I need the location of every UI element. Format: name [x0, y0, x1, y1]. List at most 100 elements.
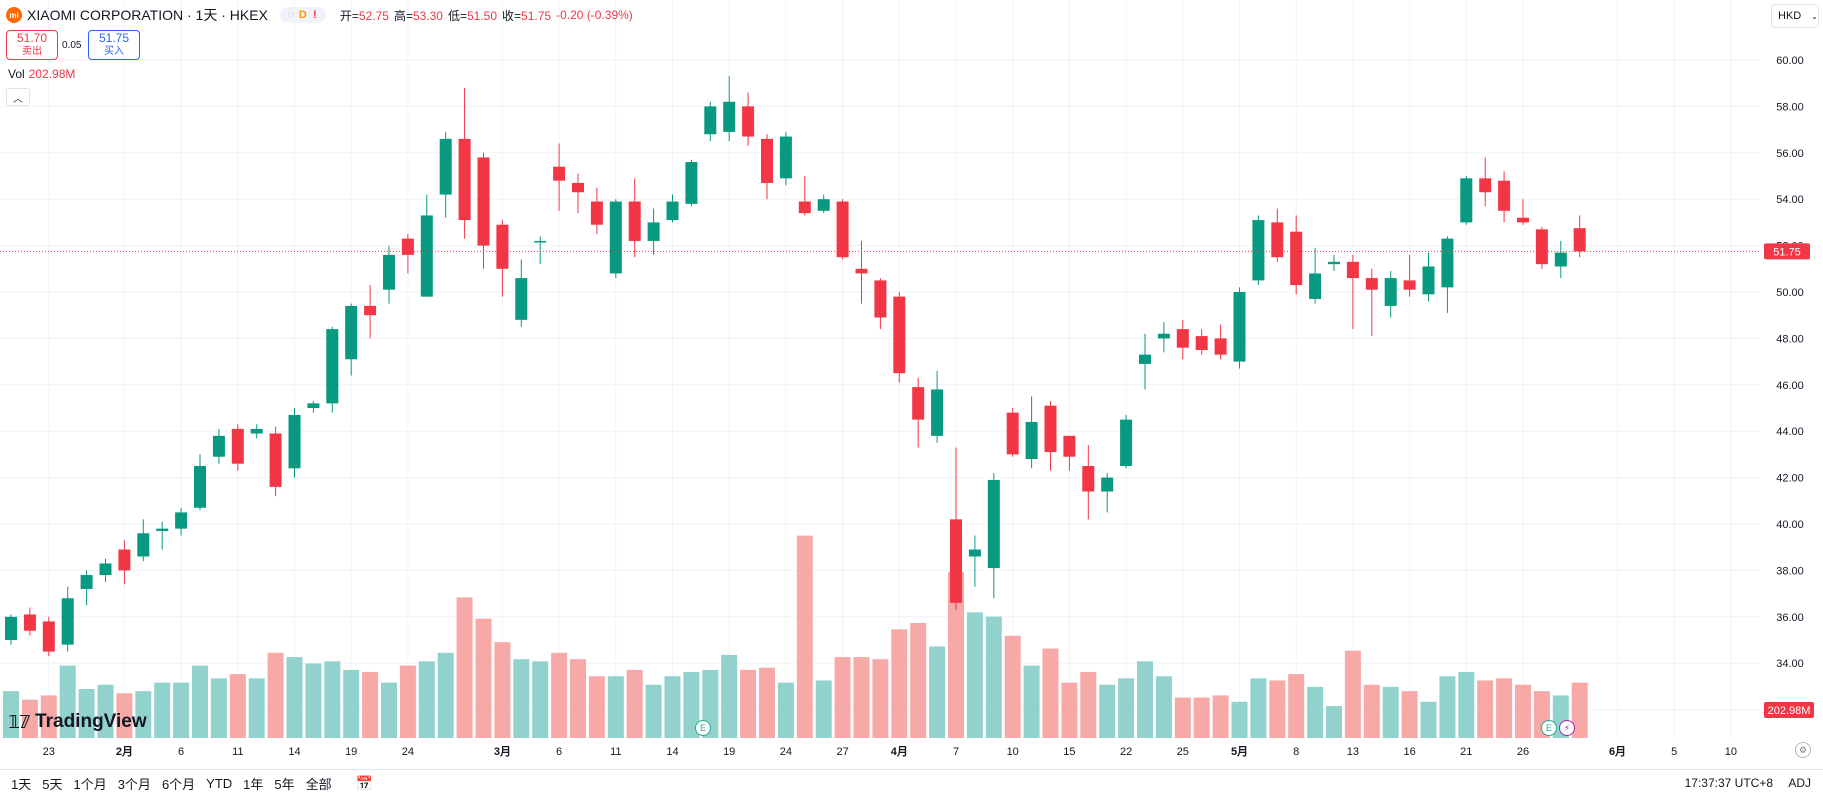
x-tick-label: 2月 — [116, 745, 133, 758]
sell-button[interactable]: 51.70 卖出 — [6, 30, 58, 60]
range-1d[interactable]: 1天 — [11, 777, 32, 792]
candle-body — [798, 201, 811, 214]
x-tick-label: 19 — [345, 746, 357, 758]
x-tick-label: 14 — [288, 746, 300, 758]
clock[interactable]: 17:37:37 UTC+8 — [1684, 776, 1773, 790]
volume-bar — [1193, 697, 1210, 738]
candle-body — [931, 389, 944, 436]
volume-bar — [1231, 701, 1248, 738]
volume-bar — [1004, 635, 1021, 738]
range-3m[interactable]: 3个月 — [117, 777, 151, 792]
y-tick-label: 44.00 — [1776, 426, 1804, 438]
candle-body — [477, 157, 490, 246]
candle-body — [1271, 222, 1284, 258]
last-price-tag — [1764, 243, 1810, 260]
x-tick-label: 21 — [1460, 746, 1472, 758]
volume-bar — [683, 671, 700, 738]
candle-body — [1101, 477, 1114, 492]
x-tick-label: 6 — [178, 746, 184, 758]
buy-price: 51.75 — [98, 31, 130, 45]
volume-legend: Vol 202.98M — [8, 67, 75, 81]
volume-bar — [305, 663, 322, 738]
candle-body — [269, 433, 282, 487]
candle-body — [1044, 405, 1057, 453]
volume-bar — [1458, 671, 1475, 738]
volume-bar — [1212, 695, 1229, 738]
range-5d[interactable]: 5天 — [42, 777, 63, 792]
spread-value: 0.05 — [62, 40, 82, 51]
volume-bar — [173, 682, 190, 738]
candle-body — [1233, 292, 1246, 362]
x-tick-label: 10 — [1007, 746, 1019, 758]
candle-body — [326, 329, 339, 404]
range-6m[interactable]: 6个月 — [161, 777, 196, 792]
volume-bar — [437, 652, 454, 738]
candle-body — [1554, 252, 1567, 267]
volume-bar — [3, 691, 19, 738]
symbol-title[interactable]: XIAOMI CORPORATION · 1天 · HKEX — [27, 7, 268, 23]
volume-bar — [532, 661, 549, 738]
candle-body — [836, 201, 849, 258]
y-tick-label: 40.00 — [1776, 519, 1804, 531]
candle-body — [1252, 220, 1265, 281]
range-1m[interactable]: 1个月 — [73, 777, 107, 792]
volume-bar — [1344, 650, 1361, 738]
candle-body — [137, 533, 150, 557]
earnings-event-icon[interactable]: E — [695, 720, 711, 736]
range-1y[interactable]: 1年 — [243, 777, 264, 792]
candle-body — [5, 616, 17, 640]
candle-body — [779, 136, 792, 179]
tradingview-wordmark: TradingView — [35, 711, 147, 732]
volume-bar — [1401, 691, 1418, 738]
candle-body — [194, 466, 206, 508]
volume-bar — [381, 682, 397, 738]
sell-price: 51.70 — [16, 31, 48, 45]
volume-bar — [834, 657, 851, 738]
candle-body — [1025, 421, 1038, 460]
tradingview-logo[interactable]: 𝟙𝟟 TradingView — [8, 711, 147, 733]
volume-bar — [1061, 682, 1078, 738]
earnings-event-icon[interactable]: E — [1541, 720, 1557, 736]
volume-bar — [97, 684, 114, 738]
ohlc-low: 低=51.50 — [447, 8, 498, 23]
currency-select[interactable]: HKD ⌄ — [1771, 4, 1819, 28]
gear-icon[interactable]: ⚙ — [1795, 742, 1811, 758]
candle-body — [175, 512, 188, 529]
volume-bar — [1099, 684, 1116, 738]
candle-body — [1384, 278, 1397, 306]
x-tick-label: 6 — [556, 746, 562, 758]
calendar-icon[interactable]: 📅 — [355, 775, 374, 791]
price-chart[interactable]: 32.0034.0036.0038.0040.0042.0044.0046.00… — [0, 0, 1823, 769]
range-ytd[interactable]: YTD — [206, 776, 233, 791]
volume-bar — [1307, 686, 1324, 738]
volume-bar — [891, 629, 908, 738]
buy-button[interactable]: 51.75 买入 — [88, 30, 140, 60]
range-5y[interactable]: 5年 — [274, 777, 295, 792]
volume-bar — [456, 597, 473, 738]
y-tick-label: 42.00 — [1776, 473, 1804, 485]
volume-bar — [362, 671, 379, 738]
delayed-data-icon: D — [298, 9, 307, 21]
volume-bar — [1326, 706, 1342, 738]
x-tick-label: 27 — [836, 746, 848, 758]
volume-bar — [154, 682, 171, 738]
adj-toggle[interactable]: ADJ — [1788, 776, 1811, 790]
dividend-event-icon[interactable]: ⚡ — [1559, 720, 1575, 736]
y-tick-label: 56.00 — [1776, 148, 1804, 160]
volume-bar — [1515, 684, 1531, 738]
volume-bar — [796, 535, 813, 738]
y-tick-label: 58.00 — [1776, 101, 1804, 113]
candle-body — [987, 479, 1000, 569]
volume-bar — [1477, 680, 1494, 738]
volume-bar — [872, 659, 889, 738]
candle-body — [364, 305, 377, 316]
volume-bar — [418, 661, 435, 738]
x-tick-label: 19 — [723, 746, 735, 758]
collapse-legend-button[interactable]: ︿ — [6, 88, 30, 106]
x-tick-label: 5 — [1671, 746, 1677, 758]
status-pill[interactable]: ◌ D ! — [279, 7, 326, 23]
volume-value: 202.98M — [28, 67, 76, 81]
range-all[interactable]: 全部 — [305, 777, 332, 792]
candle-body — [1120, 419, 1133, 466]
candle-body — [1422, 266, 1435, 295]
